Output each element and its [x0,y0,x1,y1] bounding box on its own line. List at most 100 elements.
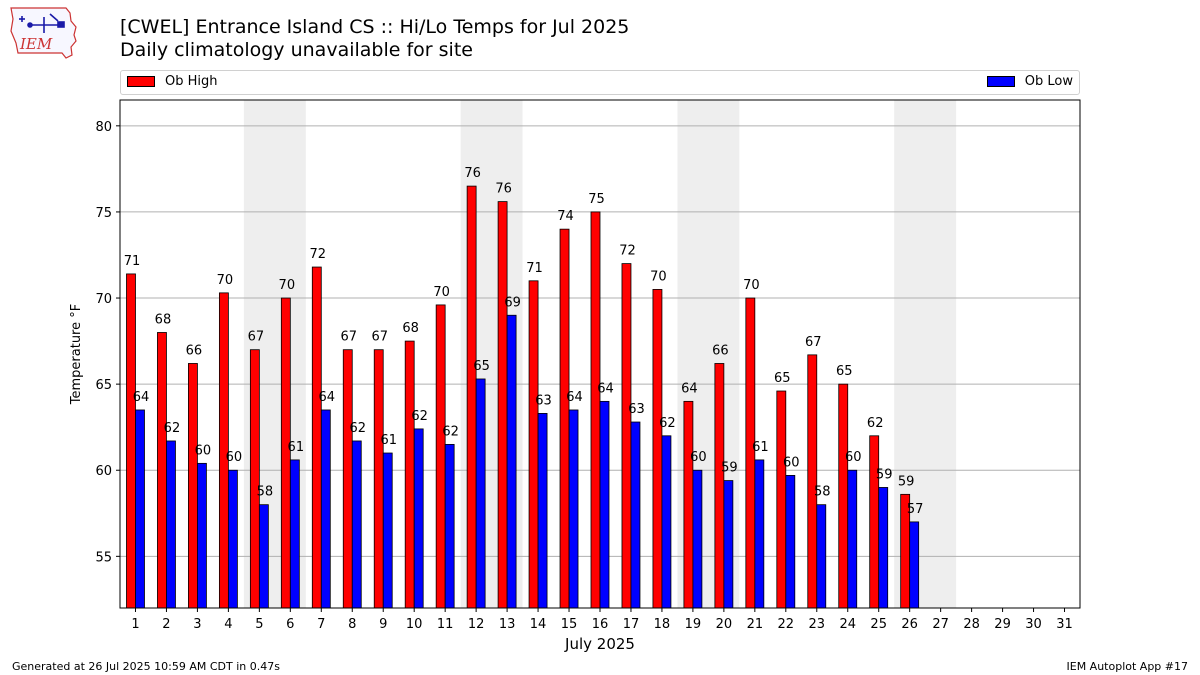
x-tick-label-11: 11 [437,617,454,632]
x-tick-label-7: 7 [317,617,325,632]
bar-high-10 [404,340,415,609]
bar-high-23 [807,354,818,609]
bar-low-22 [785,475,796,609]
data-label-low-1: 64 [133,390,150,405]
legend-label-high: Ob High [165,74,218,89]
bar-low-14 [537,413,548,609]
bar-high-16 [590,211,601,609]
data-label-high-26: 59 [898,474,915,489]
data-label-high-1: 71 [124,254,141,269]
bar-low-19 [692,469,703,609]
bar-low-26 [909,521,920,609]
x-tick-label-15: 15 [561,617,578,632]
x-tick-label-29: 29 [994,617,1011,632]
y-tick-label-60: 60 [95,464,112,479]
x-tick-label-4: 4 [224,617,232,632]
data-label-high-25: 62 [867,416,884,431]
data-label-high-22: 65 [774,371,791,386]
data-label-low-19: 60 [690,450,707,465]
x-tick-label-14: 14 [530,617,547,632]
data-label-low-17: 63 [628,402,645,417]
bar-high-3 [188,363,198,609]
data-label-low-5: 58 [257,485,274,500]
bar-low-20 [723,480,734,609]
x-tick-label-5: 5 [255,617,263,632]
data-label-high-24: 65 [836,364,853,379]
data-label-high-23: 67 [805,335,822,350]
data-label-low-10: 62 [411,409,428,424]
bar-low-2 [166,440,176,609]
x-tick-label-19: 19 [685,617,702,632]
bar-high-2 [157,332,167,609]
bar-low-10 [413,428,424,609]
bar-low-3 [197,462,207,609]
bar-low-5 [258,504,269,609]
data-label-low-4: 60 [226,450,243,465]
data-label-low-26: 57 [907,502,924,517]
x-tick-label-10: 10 [406,617,423,632]
x-tick-label-3: 3 [193,617,201,632]
bar-high-22 [776,390,787,609]
bar-low-12 [475,378,486,609]
data-label-low-2: 62 [164,421,181,436]
x-tick-label-23: 23 [809,617,826,632]
data-label-low-11: 62 [442,424,459,439]
bar-high-12 [466,185,477,609]
bar-low-21 [754,459,765,609]
x-tick-label-6: 6 [286,617,294,632]
y-tick-label-65: 65 [95,378,112,393]
x-tick-label-8: 8 [348,617,356,632]
data-label-low-23: 58 [814,485,831,500]
bar-low-23 [816,504,827,609]
data-label-low-16: 64 [597,381,614,396]
bar-high-1 [126,273,136,609]
bar-high-14 [528,280,539,609]
bar-high-13 [497,201,508,609]
bar-low-8 [351,440,362,609]
bar-high-8 [342,349,353,609]
y-tick-label-75: 75 [95,206,112,221]
chart-title: [CWEL] Entrance Island CS :: Hi/Lo Temps… [120,16,630,38]
x-tick-label-9: 9 [379,617,387,632]
x-tick-label-1: 1 [131,617,139,632]
data-label-low-13: 69 [504,295,521,310]
x-tick-label-22: 22 [778,617,795,632]
legend: Ob High Ob Low [120,70,1080,95]
data-label-low-22: 60 [783,455,800,470]
x-tick-label-24: 24 [839,617,856,632]
bar-low-11 [444,444,455,609]
data-label-low-21: 61 [752,440,769,455]
data-label-high-3: 66 [186,343,203,358]
bar-low-13 [506,314,517,609]
x-tick-label-16: 16 [592,617,609,632]
bar-high-15 [559,228,570,609]
y-tick-label-55: 55 [95,550,112,565]
legend-swatch-low [986,76,1015,87]
data-label-low-25: 59 [876,467,893,482]
data-label-high-18: 70 [650,269,667,284]
bar-high-18 [652,289,663,609]
bar-high-24 [838,383,849,609]
bar-low-16 [599,400,610,609]
bar-low-4 [227,469,238,609]
bar-low-15 [568,409,579,609]
chart-subtitle: Daily climatology unavailable for site [120,39,473,61]
data-label-high-7: 72 [310,247,327,262]
x-tick-label-31: 31 [1056,617,1073,632]
data-label-high-4: 70 [217,273,234,288]
footer-app: IEM Autoplot App #17 [1066,660,1189,673]
data-label-high-15: 74 [557,209,574,224]
x-tick-label-30: 30 [1025,617,1042,632]
data-label-high-21: 70 [743,278,760,293]
weather-station-icon [19,13,65,33]
iem-logo: IEM [10,7,77,59]
data-label-low-3: 60 [195,443,212,458]
bar-low-1 [135,409,145,609]
legend-label-low: Ob Low [1024,74,1073,89]
y-tick-label-70: 70 [95,292,112,307]
data-label-low-12: 65 [473,359,490,374]
x-tick-label-2: 2 [162,617,170,632]
data-label-low-15: 64 [566,390,583,405]
x-tick-label-26: 26 [901,617,918,632]
bar-high-11 [435,304,446,609]
